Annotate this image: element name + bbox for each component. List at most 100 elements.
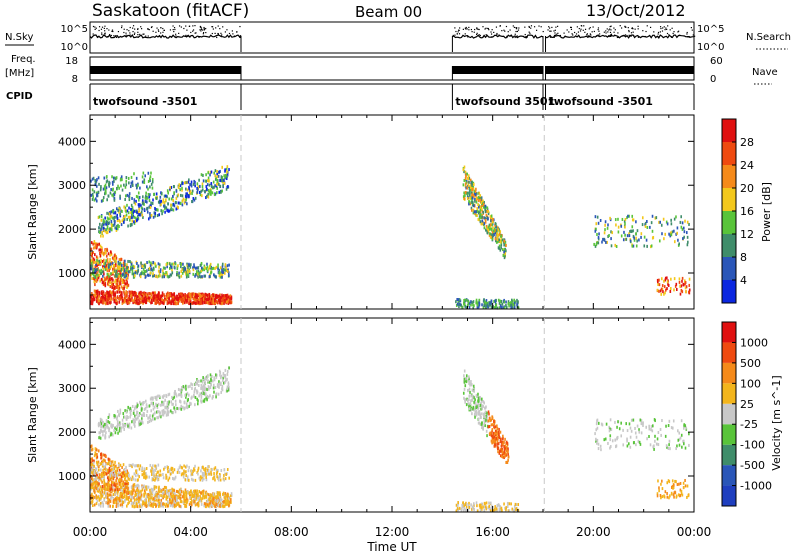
power-echo [181,267,183,271]
velocity-echo [223,499,225,503]
power-echo [186,202,188,206]
nsky-dot [509,29,511,31]
power-echo [110,272,112,276]
nsky-dot [487,27,489,30]
power-echo [478,301,480,305]
power-echo [109,227,111,231]
power-echo [103,265,106,269]
nsky-dot [194,25,196,27]
power-echo [207,192,209,196]
nsky-dot [106,27,108,30]
nsky-dot [216,36,218,39]
power-echo [130,293,132,297]
nsky-dot [123,28,125,30]
nsky-dot [160,27,162,29]
velocity-echo [133,496,135,500]
power-echo [484,204,487,208]
power-echo [158,271,161,275]
velocity-echo [174,475,177,479]
power-echo [94,245,97,249]
power-echo [484,218,487,222]
nsky-dot [578,35,581,38]
velocity-echo [119,495,121,499]
velocity-echo [99,462,102,466]
power-echo [513,301,516,305]
velocity-echo [180,500,182,504]
nsky-dot [143,33,145,35]
velocity-echo [101,490,104,494]
power-echo [162,266,165,270]
velocity-echo [188,491,191,495]
power-echo [167,301,170,305]
power-echo [131,296,133,300]
power-echo [221,270,223,274]
nsky-dot [478,28,480,31]
power-echo [632,244,635,248]
power-echo [108,228,110,232]
power-echo [109,275,111,279]
power-echo [122,278,125,282]
power-echo [162,269,164,273]
power-echo [106,266,109,270]
nsky-dot [555,26,557,28]
power-echo [510,303,513,307]
power-echo [508,304,510,308]
velocity-echo [173,500,176,504]
velocity-echo [197,466,200,470]
nsky-dot [678,30,680,32]
power-echo [118,286,121,290]
power-echo [96,178,98,182]
power-echo [169,266,171,270]
power-echo [96,278,99,282]
velocity-echo [206,499,209,503]
velocity-echo [153,486,156,490]
power-echo [196,190,199,194]
power-echo [100,290,103,294]
power-echo [464,304,467,308]
nsky-dot [476,32,478,34]
power-echo [153,192,155,196]
power-echo [108,260,111,264]
velocity-echo [178,492,181,496]
velocity-echo [190,473,192,477]
nsky-dot [665,27,667,29]
power-echo [126,209,129,213]
power-echo [488,303,490,307]
power-echo [142,291,145,295]
power-ytick-label: 2000 [58,223,86,236]
power-echo [471,185,473,189]
power-echo [210,294,213,298]
power-echo [227,271,230,275]
nsky-dot [569,26,572,28]
power-echo [215,293,218,297]
power-echo [620,234,623,238]
power-echo [112,267,114,271]
power-echo [673,217,676,221]
power-echo [596,215,599,219]
velocity-echo [143,501,145,505]
velocity-echo [131,465,133,469]
power-echo [195,270,198,274]
power-echo [495,298,497,302]
power-echo [125,278,128,282]
power-echo [220,273,222,277]
velocity-echo [166,504,169,508]
power-echo [94,179,97,183]
power-echo [169,273,172,277]
nsky-dot [686,31,688,34]
power-echo [671,230,674,234]
power-echo [478,218,481,222]
power-echo [197,275,199,279]
power-echo [471,200,474,204]
power-echo [168,209,171,213]
velocity-echo [109,471,112,475]
nsky-dot [575,33,578,35]
power-echo [190,293,193,297]
power-echo [138,213,140,217]
power-echo [498,228,500,232]
nsky-dot [598,35,600,37]
velocity-echo [167,494,170,498]
nsearch-tick-top: 10^5 [697,24,724,35]
nsky-label: N.Sky [5,32,33,43]
nsky-dot [98,29,100,32]
